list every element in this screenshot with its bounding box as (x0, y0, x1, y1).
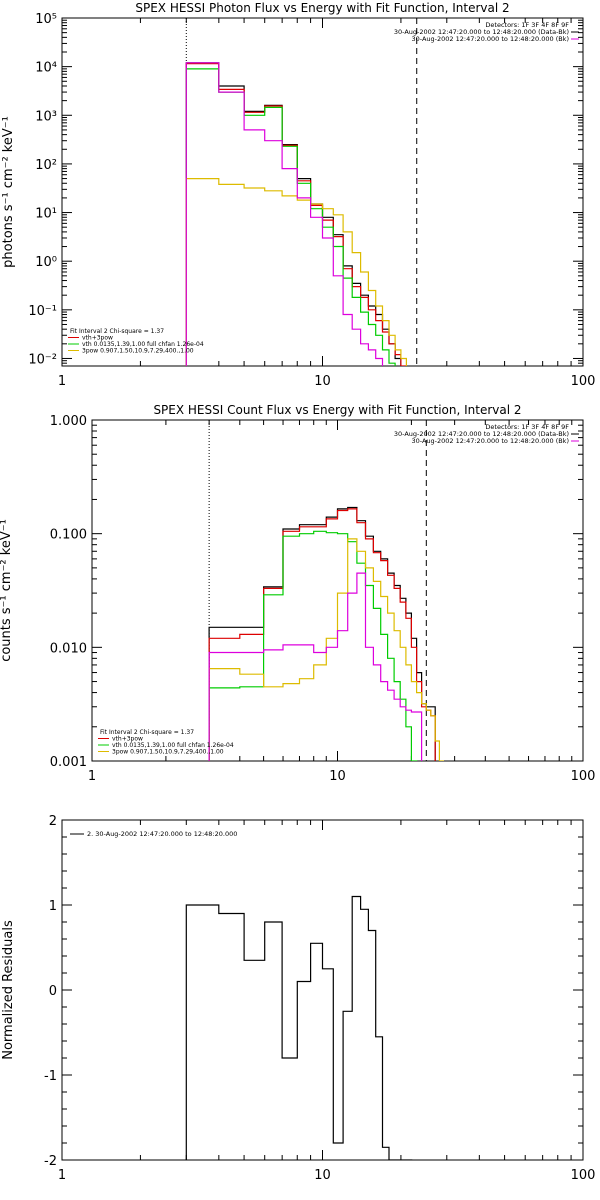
header-line: 30-Aug-2002 12:47:20.000 to 12:48:20.000… (412, 35, 569, 43)
plot-frame (91, 419, 584, 762)
series-line-1 (208, 508, 436, 761)
y-tick-label: 0.010 (50, 641, 87, 656)
legend-entry: Fit Interval 2 Chi-square = 1.37 (70, 328, 164, 335)
legend-entry: vth+3pow (82, 335, 113, 342)
panel-photon: SPEX HESSI Photon Flux vs Energy with Fi… (1, 1, 595, 389)
y-axis: 10⁻² 10⁻¹ 10⁰ 10¹ 10² 10³ 10⁴ 10⁵ (28, 12, 583, 367)
series-line-4 (208, 572, 423, 761)
legend-entry: vth 0.0135,1.39,1.00 full chfan 1.26e-04 (82, 341, 204, 348)
y-tick-label: 10¹ (35, 207, 57, 222)
plot-frame (61, 17, 584, 367)
series-group (208, 506, 444, 761)
legend: Fit Interval 2 Chi-square = 1.37vth+3pow… (98, 729, 234, 756)
legend-entry: vth 0.0135,1.39,1.00 full chfan 1.26e-04 (112, 742, 234, 749)
y-tick-label: 2 (49, 814, 57, 829)
series-line-3 (208, 538, 444, 761)
y-tick-label: -2 (44, 1154, 57, 1169)
legend-entry: vth+3pow (112, 736, 143, 743)
legend-entry: Fit Interval 2 Chi-square = 1.37 (100, 729, 194, 736)
x-tick-label: 10 (329, 769, 346, 784)
series-line-1 (185, 63, 407, 366)
series-line-2 (208, 530, 418, 761)
x-tick-label: 10 (314, 1168, 331, 1183)
series-line-3 (185, 178, 407, 366)
y-tick-label: 10³ (35, 109, 57, 124)
series-line-2 (185, 68, 396, 366)
x-tick-label: 100 (571, 769, 596, 784)
y-axis: -2 -1 0 1 2 (44, 814, 583, 1169)
chart-title: SPEX HESSI Photon Flux vs Energy with Fi… (135, 1, 509, 15)
x-tick-label: 10 (314, 374, 331, 389)
header-line: Detectors: 1F 3F 4F 8F 9F (485, 423, 569, 431)
header-line: 30-Aug-2002 12:47:20.000 to 12:48:20.000… (394, 430, 569, 438)
series-line-4 (185, 62, 384, 366)
y-tick-label: 1.000 (50, 414, 87, 429)
y-tick-label: 10⁻² (28, 352, 57, 367)
y-tick-label: 10⁴ (35, 61, 57, 76)
series-group (185, 895, 413, 1160)
header-line: 30-Aug-2002 12:47:20.000 to 12:48:20.000… (412, 437, 569, 445)
series-line-0 (185, 895, 413, 1160)
series-line-0 (185, 62, 402, 366)
legend-entry: 3pow 0.907,1.50,10.9,7.29,400.,1.00 (112, 749, 224, 756)
x-tick-label: 1 (58, 374, 66, 389)
y-axis-label: photons s⁻¹ cm⁻² keV⁻¹ (1, 116, 16, 268)
y-tick-label: 10² (35, 158, 57, 173)
y-axis-label: Normalized Residuals (1, 920, 16, 1060)
x-axis: 1 10 100 (58, 820, 596, 1183)
chart-title: SPEX HESSI Count Flux vs Energy with Fit… (153, 403, 521, 417)
x-tick-label: 1 (88, 769, 96, 784)
header-line: 30-Aug-2002 12:47:20.000 to 12:48:20.000… (394, 28, 569, 36)
x-tick-label: 100 (571, 374, 596, 389)
x-tick-label: 100 (571, 1168, 596, 1183)
legend: 2. 30-Aug-2002 12:47:20.000 to 12:48:20.… (70, 830, 237, 838)
y-tick-label: 0 (49, 984, 57, 999)
plot-frame (61, 819, 584, 1161)
series-line-0 (208, 506, 436, 761)
legend-entry: 3pow 0.907,1.50,10.9,7.29,400.,1.00 (82, 348, 194, 355)
series-group (185, 62, 407, 366)
legend-entry: 2. 30-Aug-2002 12:47:20.000 to 12:48:20.… (87, 830, 237, 838)
x-tick-label: 1 (58, 1168, 66, 1183)
y-axis: 0.001 0.010 0.100 1.000 (50, 414, 583, 770)
y-tick-label: 0.100 (50, 528, 87, 543)
y-tick-label: 10⁻¹ (28, 304, 57, 319)
panel-residuals: Normalized Residuals 1 10 100 -2 -1 0 1 2 2. 30-A… (1, 814, 596, 1183)
y-tick-label: 10⁵ (35, 12, 57, 27)
y-axis-label: counts s⁻¹ cm⁻² keV⁻¹ (0, 519, 14, 662)
y-tick-label: 1 (49, 899, 57, 914)
y-tick-label: 0.001 (50, 755, 87, 770)
x-axis: 1 10 100 (88, 420, 596, 784)
y-tick-label: 10⁰ (35, 255, 57, 270)
y-tick-label: -1 (44, 1069, 57, 1084)
header-line: Detectors: 1F 3F 4F 8F 9F (485, 21, 569, 29)
panel-count: SPEX HESSI Count Flux vs Energy with Fit… (0, 403, 596, 784)
legend: Fit Interval 2 Chi-square = 1.37vth+3pow… (68, 328, 204, 355)
